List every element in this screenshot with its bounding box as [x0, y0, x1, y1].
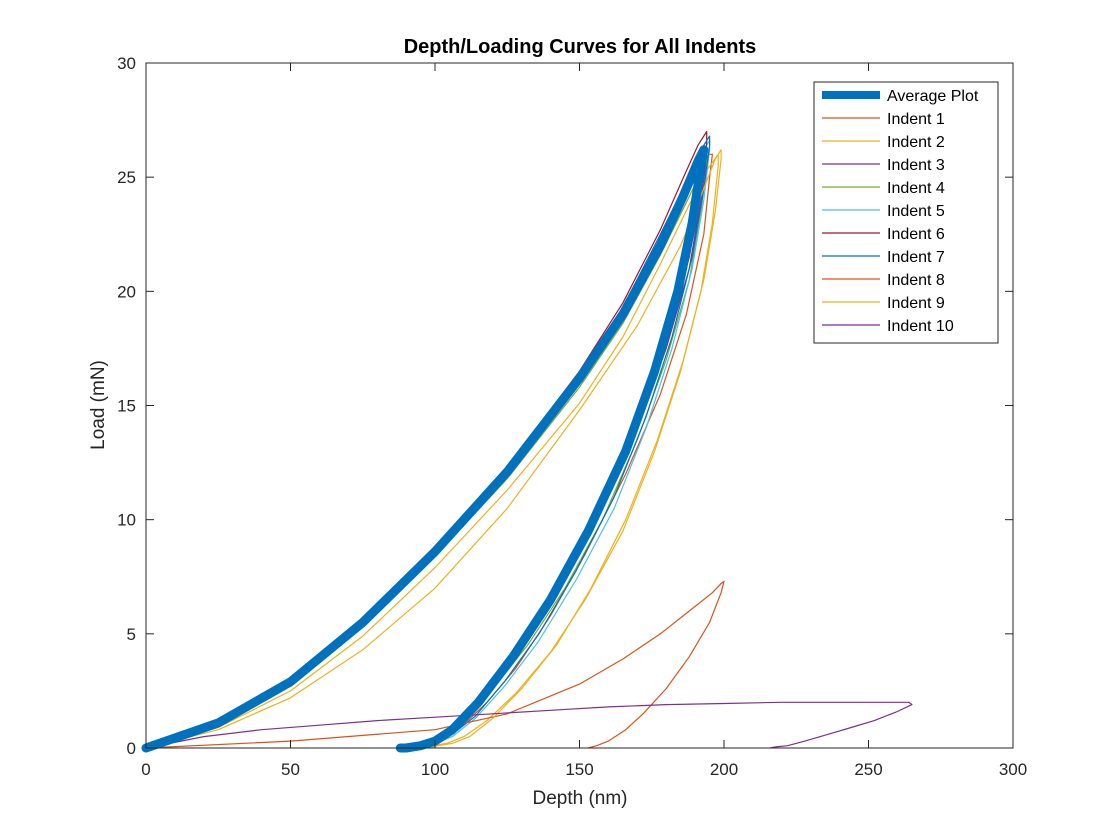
x-tick-label: 100: [421, 760, 449, 779]
y-tick-label: 20: [117, 282, 136, 301]
legend-entry: Indent 10: [887, 318, 954, 335]
series-line-indent-10: [145, 701, 913, 749]
x-tick-label: 200: [710, 760, 738, 779]
legend-entry: Average Plot: [887, 88, 979, 105]
legend-entry: Indent 4: [887, 180, 945, 197]
x-tick-label: 150: [565, 760, 593, 779]
y-tick-label: 15: [117, 397, 136, 416]
series-line-indent-2: [145, 153, 719, 749]
legend: Average Plot Indent 1 Indent 2 Indent 3 Inde…: [813, 81, 999, 344]
y-tick-label: 10: [117, 511, 136, 530]
y-axis-label: Load (mN): [88, 360, 109, 450]
x-tick-label: 250: [854, 760, 882, 779]
x-tick-label: 50: [281, 760, 300, 779]
legend-entry: Indent 7: [887, 249, 945, 266]
y-tick-label: 30: [117, 54, 136, 73]
chart-title: Depth/Loading Curves for All Indents: [404, 36, 757, 58]
legend-entry: Indent 5: [887, 203, 945, 220]
y-tick-label: 5: [127, 625, 136, 644]
x-tick-label: 300: [999, 760, 1027, 779]
x-axis-label: Depth (nm): [532, 788, 627, 809]
legend-entry: Indent 6: [887, 226, 945, 243]
legend-entry: Indent 9: [887, 295, 945, 312]
x-tick-label: 0: [141, 760, 150, 779]
legend-entry: Indent 3: [887, 157, 945, 174]
series-line-indent-8: [145, 580, 725, 749]
y-tick-label: 25: [117, 168, 136, 187]
series-line-average-plot: [141, 145, 709, 753]
legend-entry: Indent 2: [887, 134, 945, 151]
legend-box: [813, 81, 999, 344]
legend-entry: Indent 8: [887, 272, 945, 289]
legend-entry: Indent 1: [887, 111, 945, 128]
y-tick-label: 0: [127, 739, 136, 758]
